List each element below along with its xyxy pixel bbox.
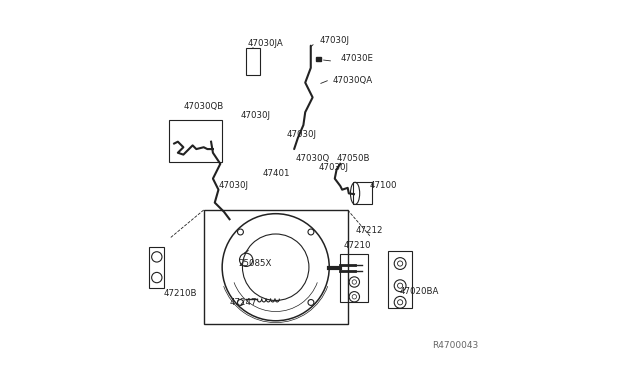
Circle shape — [237, 229, 243, 235]
Text: 47100: 47100 — [370, 182, 397, 190]
Bar — [246, 48, 260, 75]
Text: 47030J: 47030J — [287, 130, 317, 139]
Text: R4700043: R4700043 — [433, 341, 479, 350]
Text: 47030QA: 47030QA — [333, 76, 373, 85]
Text: 47210B: 47210B — [163, 289, 196, 298]
Text: 47030J: 47030J — [320, 36, 350, 45]
Text: 47020BA: 47020BA — [399, 287, 439, 296]
Bar — [353, 182, 372, 205]
Text: 47030QB: 47030QB — [184, 102, 223, 111]
Text: 47247: 47247 — [230, 298, 257, 307]
Text: 47210: 47210 — [344, 241, 371, 250]
Bar — [316, 57, 321, 61]
Text: 47050B: 47050B — [337, 154, 370, 163]
Text: 47030J: 47030J — [218, 182, 248, 190]
Text: 25085X: 25085X — [239, 259, 272, 268]
Text: 47030J: 47030J — [241, 111, 271, 121]
Circle shape — [308, 299, 314, 305]
Circle shape — [308, 229, 314, 235]
Text: 47212: 47212 — [355, 226, 383, 235]
Text: 47030Q: 47030Q — [296, 154, 330, 163]
Circle shape — [237, 299, 243, 305]
Text: 47401: 47401 — [263, 169, 291, 177]
Bar — [149, 247, 164, 288]
Text: 47030E: 47030E — [340, 54, 373, 63]
Text: 47030J: 47030J — [318, 163, 348, 172]
Text: 47030JA: 47030JA — [248, 39, 284, 48]
